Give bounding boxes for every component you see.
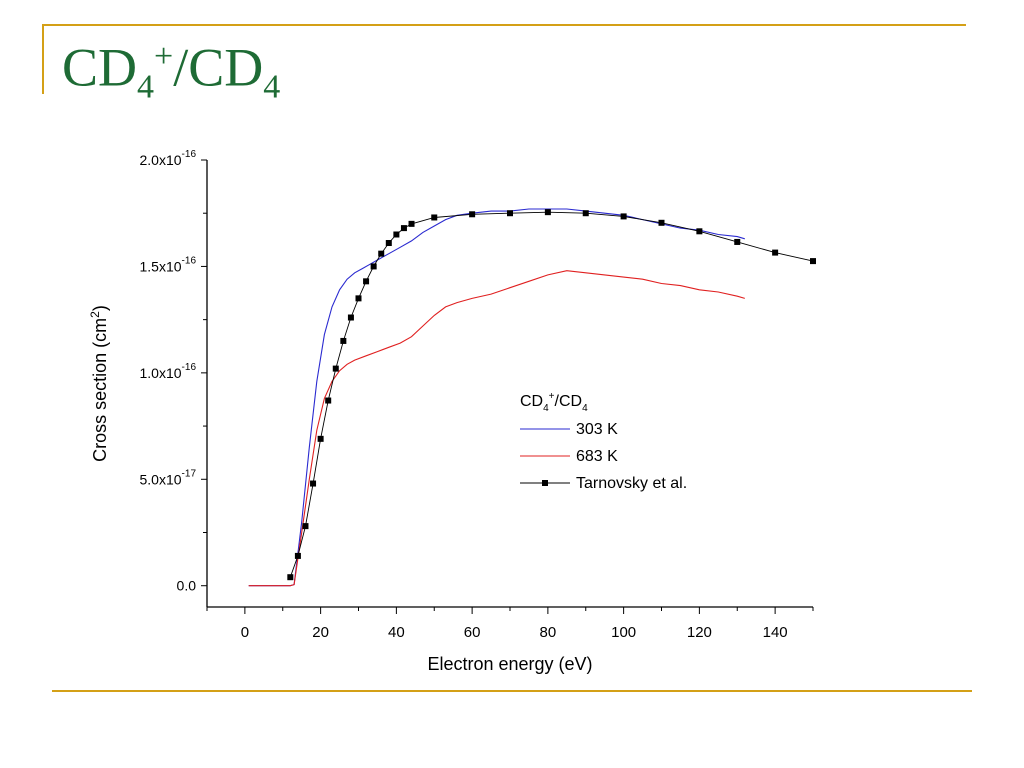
legend-label-0: 303 K bbox=[576, 421, 618, 438]
data-point-tarnovsky bbox=[734, 238, 741, 245]
series-line-303-k bbox=[248, 208, 745, 587]
data-point-tarnovsky bbox=[408, 220, 415, 227]
top-rule bbox=[42, 24, 966, 26]
data-point-tarnovsky bbox=[582, 210, 589, 217]
title-superscript: + bbox=[154, 38, 174, 75]
slide-title: CD4+/CD4 bbox=[62, 40, 280, 105]
data-point-tarnovsky bbox=[302, 523, 309, 530]
legend-marker-2 bbox=[542, 480, 548, 486]
x-tick-label-6: 120 bbox=[687, 624, 712, 641]
data-point-tarnovsky bbox=[370, 263, 377, 270]
y-tick-label-0: 0.0 bbox=[177, 578, 197, 594]
y-tick-label-3: 1.5x10-16 bbox=[140, 255, 197, 274]
bottom-rule bbox=[52, 690, 972, 692]
data-point-tarnovsky bbox=[810, 258, 816, 265]
data-point-tarnovsky bbox=[544, 209, 551, 216]
x-axis-label: Electron energy (eV) bbox=[427, 654, 592, 674]
data-point-tarnovsky bbox=[287, 574, 294, 581]
data-point-tarnovsky bbox=[355, 295, 362, 302]
data-point-tarnovsky bbox=[393, 231, 400, 238]
data-point-tarnovsky bbox=[772, 249, 779, 256]
data-point-tarnovsky bbox=[347, 314, 354, 321]
y-tick-label-2: 1.0x10-16 bbox=[140, 362, 197, 381]
x-tick-label-0: 0 bbox=[241, 624, 249, 641]
data-point-tarnovsky bbox=[431, 214, 438, 221]
data-point-tarnovsky bbox=[332, 365, 339, 372]
title-subscript: 4 bbox=[137, 68, 155, 106]
x-tick-label-1: 20 bbox=[312, 624, 329, 641]
series-line-683-k bbox=[248, 270, 745, 587]
x-tick-label-5: 100 bbox=[611, 624, 636, 641]
x-tick-label-7: 140 bbox=[763, 624, 788, 641]
data-point-tarnovsky bbox=[340, 337, 347, 344]
data-point-tarnovsky bbox=[325, 397, 332, 404]
y-tick-label-1: 5.0x10-17 bbox=[140, 468, 197, 487]
left-rule bbox=[42, 24, 44, 94]
data-point-tarnovsky bbox=[400, 225, 407, 232]
data-point-tarnovsky bbox=[310, 480, 317, 487]
legend-label-2: Tarnovsky et al. bbox=[576, 475, 687, 492]
title-base: CD bbox=[62, 37, 138, 98]
data-point-tarnovsky bbox=[385, 240, 392, 247]
x-tick-label-3: 60 bbox=[464, 624, 481, 641]
legend-title: CD4+/CD4 bbox=[520, 391, 588, 414]
data-point-tarnovsky bbox=[363, 278, 370, 285]
x-tick-label-4: 80 bbox=[540, 624, 557, 641]
data-point-tarnovsky bbox=[378, 250, 385, 257]
legend-label-1: 683 K bbox=[576, 448, 618, 465]
x-tick-label-2: 40 bbox=[388, 624, 405, 641]
data-point-tarnovsky bbox=[294, 552, 301, 559]
data-point-tarnovsky bbox=[658, 219, 665, 226]
series-line-tarnovsky-et-al- bbox=[289, 211, 814, 578]
y-axis-label: Cross section (cm2) bbox=[88, 305, 110, 462]
title-mid: /CD bbox=[173, 37, 264, 98]
data-point-tarnovsky bbox=[696, 228, 703, 235]
title-subscript-2: 4 bbox=[263, 68, 281, 106]
data-point-tarnovsky bbox=[469, 211, 476, 218]
y-tick-label-4: 2.0x10-16 bbox=[140, 149, 197, 168]
data-point-tarnovsky bbox=[317, 435, 324, 442]
data-point-tarnovsky bbox=[507, 210, 513, 217]
data-point-tarnovsky bbox=[620, 213, 627, 220]
